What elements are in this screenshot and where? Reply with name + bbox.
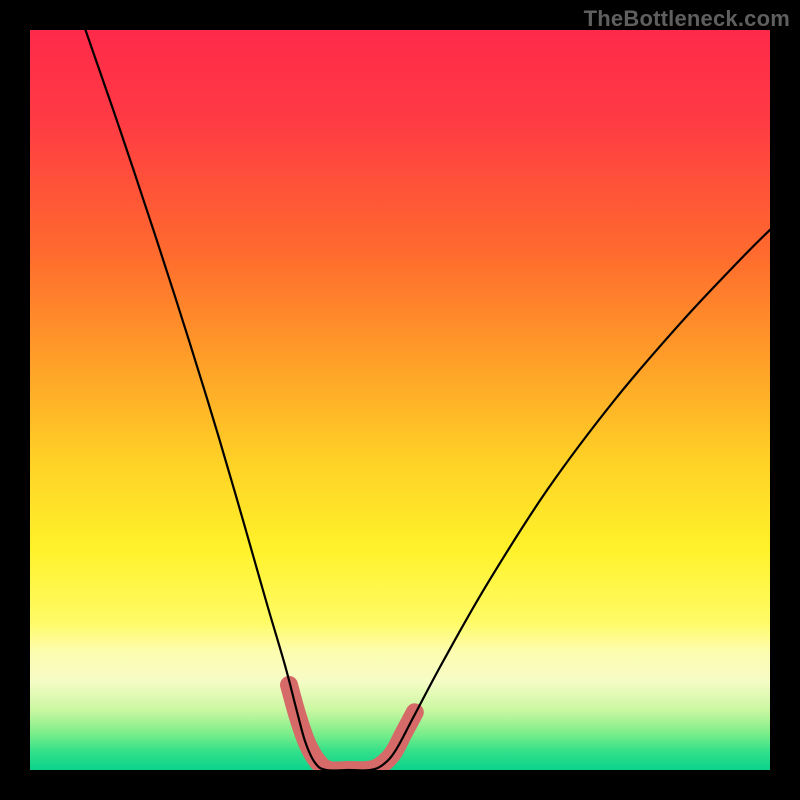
plot-background (30, 30, 770, 770)
bottleneck-chart (0, 0, 800, 800)
watermark-text: TheBottleneck.com (584, 6, 790, 32)
chart-stage: TheBottleneck.com (0, 0, 800, 800)
